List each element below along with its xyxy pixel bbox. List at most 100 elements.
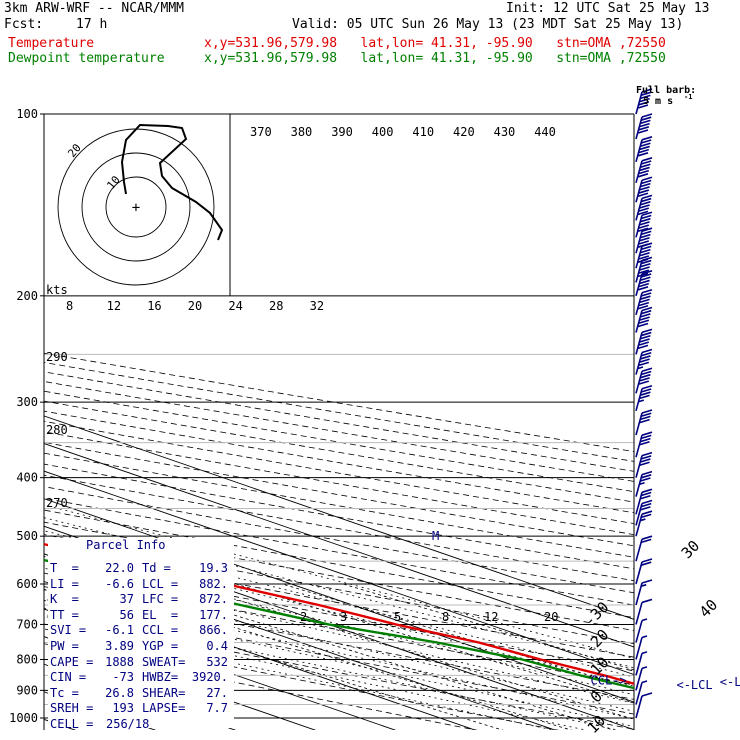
parcel-info-cell: Td = bbox=[142, 561, 171, 575]
wind-barb bbox=[635, 618, 648, 643]
parcel-info-cell: -6.6 bbox=[105, 576, 134, 591]
parcel-info-cell: 3920. bbox=[191, 670, 228, 685]
mixing-ratio-label: 3 bbox=[340, 610, 347, 624]
isotherm bbox=[44, 470, 634, 676]
theta-e-label: 380 bbox=[291, 125, 313, 139]
legend-temperature-info: x,y=531.96,579.98 lat,lon= 41.31, -95.90… bbox=[204, 36, 666, 51]
speed-label: 8 bbox=[66, 299, 73, 313]
parcel-info-cell: CAPE = bbox=[50, 654, 94, 669]
parcel-info-cell: PW = bbox=[50, 639, 79, 653]
dry-adiabat bbox=[44, 352, 634, 453]
wind-barb bbox=[635, 499, 653, 526]
speed-label: 20 bbox=[188, 299, 202, 313]
mixing-ratio-line bbox=[235, 583, 634, 704]
moist-adiabat bbox=[44, 615, 588, 730]
mixing-ratio-label: 5 bbox=[394, 610, 401, 624]
theta-e-label: 370 bbox=[250, 125, 272, 139]
theta-e-label: 400 bbox=[372, 125, 394, 139]
mixing-ratio-label: 2 bbox=[300, 610, 307, 624]
parcel-info-cell: -6.1 bbox=[105, 623, 134, 638]
pressure-tick-label: 800 bbox=[16, 652, 38, 666]
temperature-profile bbox=[44, 542, 634, 686]
wind-barb bbox=[635, 306, 653, 333]
mixing-ratio-label: 20 bbox=[544, 610, 558, 624]
parcel-info-cell: LI = bbox=[50, 576, 79, 591]
parcel-info-cell: 7.7 bbox=[206, 701, 228, 716]
pressure-tick-label: 100 bbox=[16, 107, 38, 121]
full-barb-label: Full barb: bbox=[636, 85, 696, 96]
parcel-info-cell: 27. bbox=[206, 685, 228, 700]
pressure-tick-label: 900 bbox=[16, 683, 38, 697]
dry-adiabat bbox=[44, 534, 634, 645]
speed-label: 24 bbox=[228, 299, 242, 313]
wind-barb bbox=[635, 113, 653, 140]
parcel-info-cell: SREH = bbox=[50, 701, 94, 716]
theta-e-label: 430 bbox=[494, 125, 516, 139]
theta-e-label: 440 bbox=[534, 125, 556, 139]
mixing-ratio-line bbox=[282, 583, 634, 690]
wind-barb bbox=[635, 270, 653, 297]
wind-barb bbox=[635, 558, 653, 585]
parcel-info-cell: 3.89 bbox=[105, 639, 134, 653]
valid-time: Valid: 05 UTC Sun 26 May 13 (23 MDT Sat … bbox=[292, 17, 684, 32]
parcel-info-cell: 1888 bbox=[105, 654, 134, 669]
parcel-info-cell: K = bbox=[50, 592, 79, 607]
pressure-tick-label: 600 bbox=[16, 577, 38, 591]
wind-barb bbox=[635, 488, 653, 515]
dry-adiabat bbox=[44, 586, 634, 700]
init-time: Init: 12 UTC Sat 25 May 13 bbox=[506, 1, 710, 16]
isotherm-label: 30 bbox=[678, 537, 704, 563]
parcel-info-cell: 532 bbox=[206, 654, 228, 669]
parcel-info-cell: HWBZ= bbox=[142, 670, 179, 685]
wind-barb bbox=[635, 385, 653, 411]
wind-barb bbox=[635, 242, 653, 269]
wind-barb bbox=[635, 598, 653, 625]
parcel-info-cell: CIN = bbox=[50, 670, 87, 685]
parcel-info-cell: 256/18 bbox=[106, 717, 150, 731]
moist-adiabat bbox=[44, 598, 634, 727]
mixing-ratio-label: 12 bbox=[484, 610, 498, 624]
parcel-info-cell: TT = bbox=[50, 607, 79, 622]
mixing-ratio-line bbox=[131, 583, 615, 730]
theta-e-label: 420 bbox=[453, 125, 475, 139]
isotherm bbox=[44, 498, 634, 703]
wind-barb bbox=[635, 211, 653, 238]
pressure-tick-label: 700 bbox=[16, 617, 38, 631]
wind-barb bbox=[635, 470, 653, 497]
wind-barb bbox=[635, 88, 653, 115]
isotherm bbox=[44, 415, 634, 620]
pressure-tick-label: 1000 bbox=[9, 711, 38, 725]
speed-label: 16 bbox=[147, 299, 161, 313]
parcel-info-cell: 872. bbox=[199, 592, 228, 607]
theta-e-label: 390 bbox=[331, 125, 353, 139]
wind-barb bbox=[635, 136, 653, 163]
parcel-info-cell: 37 bbox=[119, 592, 134, 607]
parcel-info-cell: 882. bbox=[199, 576, 228, 591]
pressure-tick-label: 200 bbox=[16, 289, 38, 303]
legend-temperature-label: Temperature bbox=[8, 36, 95, 51]
wind-barb bbox=[635, 227, 653, 254]
parcel-info-cell: 56 bbox=[119, 607, 134, 622]
wind-barb bbox=[635, 510, 653, 537]
model-title: 3km ARW-WRF -- NCAR/MMM bbox=[4, 1, 185, 16]
wind-barb bbox=[635, 289, 653, 316]
level-annotation: <-LCL bbox=[676, 678, 712, 692]
wind-barb bbox=[635, 328, 653, 355]
wind-barb bbox=[635, 256, 653, 283]
speed-label: 12 bbox=[107, 299, 121, 313]
parcel-info-cell: LCL = bbox=[142, 576, 179, 591]
parcel-info-cell: YGP = bbox=[142, 639, 179, 653]
wind-barb bbox=[635, 535, 653, 562]
wind-barb bbox=[635, 157, 653, 184]
dry-adiabat bbox=[44, 643, 478, 730]
theta-label: 270 bbox=[46, 496, 68, 510]
wind-barb bbox=[635, 651, 648, 676]
parcel-info-cell: CELL = bbox=[50, 717, 94, 731]
parcel-info-cell: SHEAR= bbox=[142, 685, 186, 700]
dry-adiabat bbox=[44, 628, 560, 730]
parcel-info-cell: 22.0 bbox=[105, 561, 134, 575]
hodograph-trace bbox=[120, 123, 224, 241]
parcel-info-panel: Parcel Info T = 22.0 Td = 19.3 LI = -6.6 LCL =… bbox=[48, 538, 234, 731]
wind-barb bbox=[635, 176, 653, 203]
parcel-info-cell: -73 bbox=[112, 670, 134, 685]
